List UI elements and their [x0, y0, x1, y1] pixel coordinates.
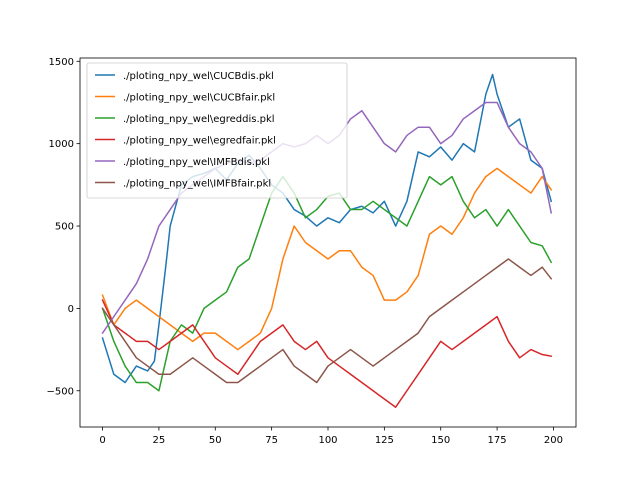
x-tick-label: 100 — [318, 435, 337, 446]
series-line-3 — [101, 299, 553, 408]
x-tick-label: 25 — [153, 435, 166, 446]
legend-label-2: ./ploting_npy_wel\egreddis.pkl — [123, 114, 275, 125]
x-tick-label: 75 — [265, 435, 278, 446]
y-tick-label: 500 — [55, 222, 74, 233]
x-tick-label: 50 — [209, 435, 222, 446]
y-axis: −500 0 500 1000 1500 — [47, 57, 80, 397]
legend-label-5: ./ploting_npy_wel\IMFBfair.pkl — [123, 179, 271, 190]
x-tick-label: 0 — [99, 435, 105, 446]
y-tick-label: 1000 — [49, 139, 74, 150]
legend: ./ploting_npy_wel\CUCBdis.pkl ./ploting_n… — [86, 62, 348, 199]
legend-label-3: ./ploting_npy_wel\egredfair.pkl — [123, 136, 276, 147]
legend-label-4: ./ploting_npy_wel\IMFBdis.pkl — [123, 157, 270, 168]
x-tick-label: 125 — [375, 435, 394, 446]
y-tick-label: 1500 — [49, 57, 74, 68]
series-line-5 — [101, 258, 553, 384]
x-tick-label: 200 — [544, 435, 563, 446]
y-tick-label: 0 — [68, 304, 74, 315]
legend-label-0: ./ploting_npy_wel\CUCBdis.pkl — [123, 71, 274, 82]
x-tick-label: 175 — [488, 435, 507, 446]
legend-label-1: ./ploting_npy_wel\CUCBfair.pkl — [123, 93, 275, 104]
x-axis: 0 25 50 75 100 125 150 175 200 — [99, 427, 563, 446]
x-tick-label: 150 — [431, 435, 450, 446]
legend-box — [86, 62, 348, 199]
y-tick-label: −500 — [47, 386, 74, 397]
